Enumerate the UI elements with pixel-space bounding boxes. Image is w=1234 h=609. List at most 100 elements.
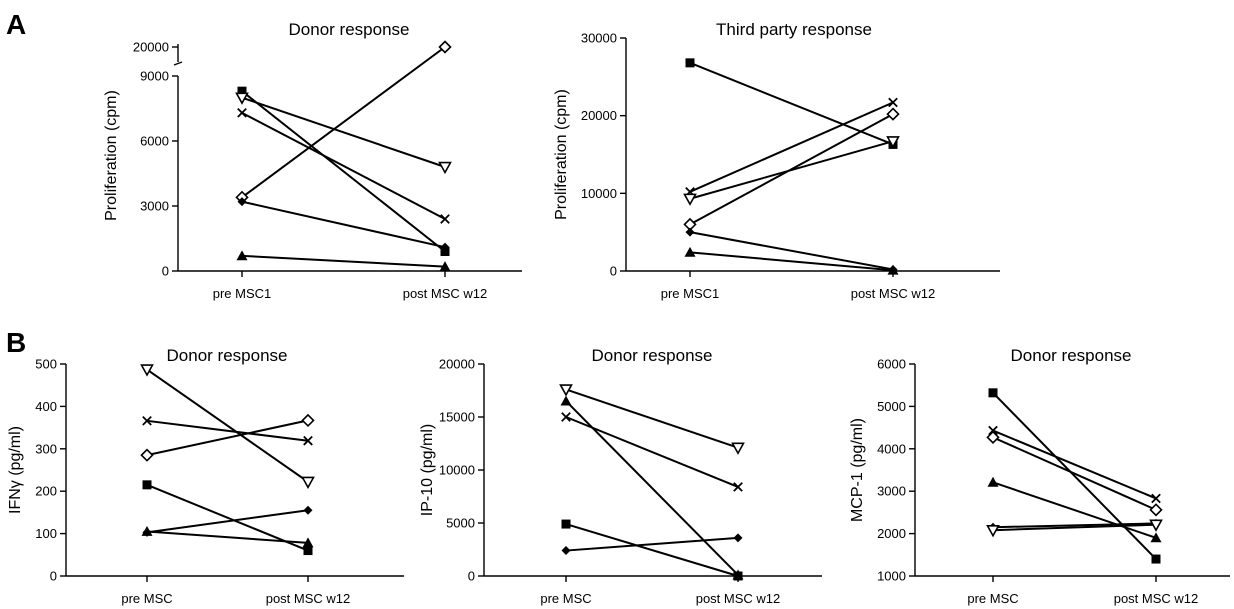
y-tick-label: 200	[35, 484, 57, 499]
series-line	[689, 101, 894, 193]
data-point	[684, 246, 696, 257]
data-point	[561, 412, 571, 422]
data-point	[886, 107, 900, 121]
data-point	[987, 476, 999, 487]
series-4	[683, 107, 900, 232]
series-line	[689, 231, 894, 271]
y-tick-label: 6000	[140, 134, 169, 149]
series-4	[142, 480, 313, 556]
y-tick-label: 10000	[581, 186, 617, 201]
x-tick-label: post MSC w12	[266, 591, 351, 606]
series-3	[237, 107, 450, 224]
y-tick-label: 0	[50, 569, 57, 584]
series-6	[986, 519, 1163, 538]
x-tick-label: post MSC w12	[403, 286, 488, 301]
data-point	[988, 388, 998, 398]
series-2	[235, 92, 452, 175]
data-point	[733, 533, 743, 543]
data-point	[731, 442, 745, 455]
series-line	[992, 522, 1157, 529]
series-5	[237, 197, 450, 252]
panel-label-a: A	[6, 9, 26, 40]
data-point	[303, 505, 313, 515]
data-point	[1151, 554, 1161, 564]
series-line	[689, 61, 894, 146]
chart-title: Donor response	[592, 346, 713, 365]
data-point	[733, 571, 743, 581]
y-tick-label: 500	[35, 357, 57, 372]
y-axis-label: MCP-1 (pg/ml)	[849, 418, 866, 522]
data-point	[440, 242, 450, 252]
axis-break-mark	[173, 61, 183, 66]
data-point	[302, 537, 314, 548]
data-point	[142, 480, 152, 490]
series-line	[146, 483, 309, 552]
y-axis-label: Proliferation (cpm)	[103, 90, 120, 221]
series-line	[241, 200, 446, 249]
data-point	[235, 92, 249, 105]
series-line	[146, 419, 309, 442]
series-line	[146, 419, 309, 457]
series-4	[235, 40, 452, 204]
charts: 0 3000 6000 9000 20000 pre MSC1 post MSC w12 Do…	[7, 20, 1230, 606]
series-1	[685, 58, 898, 149]
y-tick-label: 1000	[877, 569, 906, 584]
data-point	[559, 384, 573, 397]
data-point	[1149, 503, 1163, 517]
data-point	[986, 525, 1000, 538]
chart-4: 0 5000 10000 15000 20000 pre MSC post MSC w12 D…	[419, 346, 822, 606]
series-4	[987, 476, 1162, 543]
y-tick-label: 3000	[877, 484, 906, 499]
series-line	[992, 429, 1157, 500]
x-tick-label: pre MSC	[540, 591, 591, 606]
y-tick-label: 0	[468, 569, 475, 584]
y-tick-label: 20000	[439, 357, 475, 372]
data-point	[303, 435, 313, 446]
series-1	[140, 364, 315, 490]
series-line	[241, 254, 446, 268]
series-3	[140, 413, 315, 462]
series-2	[142, 415, 313, 446]
data-point	[237, 86, 247, 96]
chart-title: Donor response	[167, 346, 288, 365]
data-point	[140, 448, 154, 462]
data-point	[142, 415, 152, 426]
data-point	[887, 264, 899, 275]
x-tick-label: pre MSC	[967, 591, 1018, 606]
data-point	[988, 425, 998, 436]
y-tick-label: 5000	[446, 516, 475, 531]
data-point	[236, 250, 248, 261]
series-line	[241, 111, 446, 220]
data-point	[685, 58, 695, 68]
data-point	[438, 161, 452, 175]
series-line	[992, 436, 1157, 511]
series-line	[565, 388, 739, 449]
series-line	[146, 530, 309, 544]
data-point	[986, 430, 1000, 444]
chart-3: 0 100 200 300 400 500 pre MSC post MSC w12 Donor…	[7, 346, 404, 606]
series-2	[560, 395, 744, 580]
series-line	[992, 392, 1157, 560]
chart-1: 0 3000 6000 9000 20000 pre MSC1 post MSC w12 Do…	[103, 20, 522, 301]
y-tick-label: 6000	[877, 357, 906, 372]
series-6	[142, 505, 313, 537]
y-tick-label: 10000	[439, 463, 475, 478]
series-line	[241, 96, 446, 168]
series-1	[237, 86, 450, 256]
y-tick-label: 3000	[140, 199, 169, 214]
data-point	[303, 546, 313, 556]
y-tick-label: 100	[35, 526, 57, 541]
y-tick-label: 9000	[140, 69, 169, 84]
y-tick-label: 20000	[133, 40, 169, 55]
x-tick-label: pre MSC1	[213, 286, 272, 301]
y-tick-label: 20000	[581, 108, 617, 123]
series-line	[565, 523, 739, 577]
series-1	[988, 388, 1161, 564]
series-line	[146, 509, 309, 534]
series-line	[992, 481, 1157, 539]
data-point	[1149, 519, 1163, 532]
data-point	[685, 227, 695, 237]
series-line	[146, 368, 309, 483]
series-line	[565, 400, 739, 576]
series-line	[992, 523, 1157, 532]
